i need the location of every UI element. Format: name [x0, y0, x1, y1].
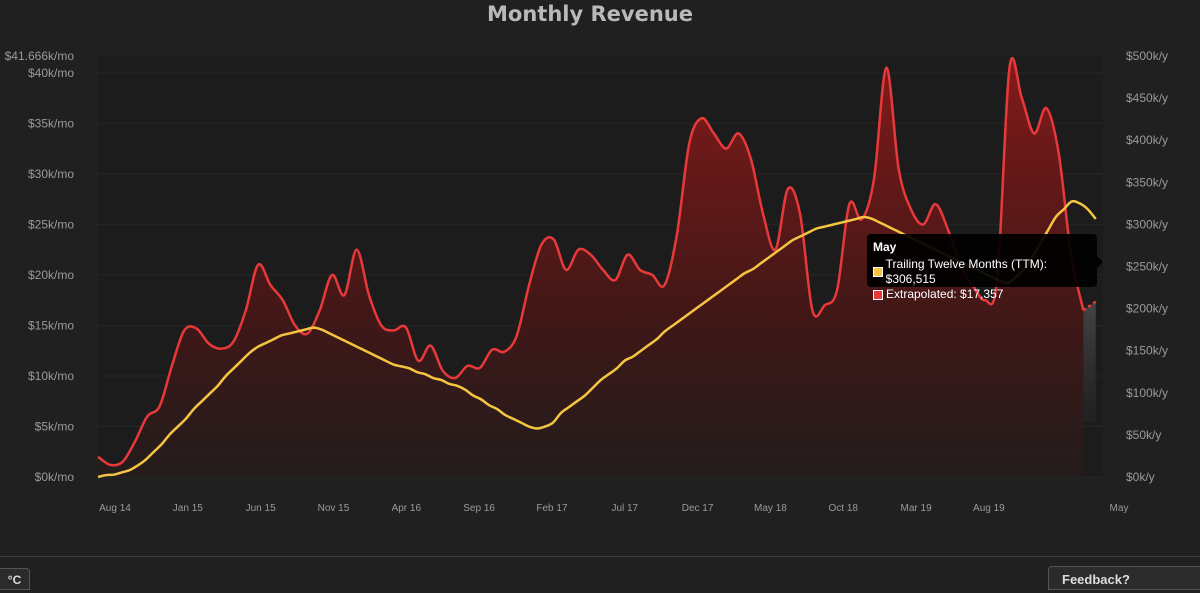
chart-tooltip: May Trailing Twelve Months (TTM): $306,5…: [867, 234, 1103, 301]
revenue-line: [97, 56, 1085, 467]
y-left-tick-label: $41.666k/mo: [5, 49, 75, 63]
x-tick-label: Jul 17: [611, 503, 638, 514]
y-left-tick-label: $35k/mo: [28, 116, 74, 130]
y-left-tick-label: $0k/mo: [35, 470, 75, 484]
chart-title: Monthly Revenue: [487, 2, 693, 26]
y-left-tick-label: $15k/mo: [28, 318, 74, 332]
x-tick-label: Sep 16: [463, 503, 495, 514]
revenue-area: [98, 58, 1096, 477]
y-right-tick-label: $500k/y: [1126, 49, 1168, 63]
y-right-tick-label: $50k/y: [1126, 428, 1161, 442]
y-left-tick-label: $40k/mo: [28, 66, 74, 80]
y-left-tick-label: $10k/mo: [28, 369, 74, 383]
tooltip-row-ttm: Trailing Twelve Months (TTM): $306,515: [873, 257, 1091, 287]
x-tick-label: Nov 15: [318, 503, 350, 514]
y-axis-left: $0k/mo $5k/mo $10k/mo $15k/mo $20k/mo $25k/mo…: [5, 49, 75, 484]
y-left-tick-label: $5k/mo: [35, 419, 75, 433]
y-left-tick-label: $25k/mo: [28, 217, 74, 231]
x-tick-label: Jan 15: [173, 503, 203, 514]
y-right-tick-label: $200k/y: [1126, 302, 1168, 316]
y-right-tick-label: $400k/y: [1126, 133, 1168, 147]
tooltip-ttm-label: Trailing Twelve Months (TTM): $306,515: [885, 257, 1048, 286]
x-tick-label: May 18: [754, 503, 787, 514]
tooltip-extrapolated-label: Extrapolated: $17,357: [886, 287, 1004, 301]
x-tick-label: Oct 18: [829, 503, 859, 514]
unit-toggle-button[interactable]: °C: [0, 568, 30, 590]
tooltip-row-extrapolated: Extrapolated: $17,357: [873, 287, 1091, 302]
y-right-tick-label: $0k/y: [1126, 470, 1155, 484]
x-tick-label: Mar 19: [901, 503, 933, 514]
x-tick-label: Aug 19: [973, 503, 1005, 514]
y-right-tick-label: $450k/y: [1126, 91, 1168, 105]
y-right-tick-label: $300k/y: [1126, 217, 1168, 231]
y-right-tick-label: $100k/y: [1126, 386, 1168, 400]
y-right-tick-label: $250k/y: [1126, 260, 1168, 274]
x-tick-label: Dec 17: [682, 503, 714, 514]
ttm-swatch: [873, 267, 883, 277]
tooltip-title: May: [873, 240, 897, 254]
extrapolated-swatch: [873, 289, 883, 300]
revenue-area-fill: [98, 58, 1084, 477]
feedback-button[interactable]: Feedback?: [1048, 566, 1200, 590]
x-tick-label: Jun 15: [246, 503, 276, 514]
extrapolated-area: [1083, 301, 1096, 422]
extrapolated-line: [1082, 300, 1097, 312]
x-tick-label: Apr 16: [392, 503, 422, 514]
y-right-tick-label: $150k/y: [1126, 344, 1168, 358]
x-tick-label: Aug 14: [99, 503, 131, 514]
x-tick-label: Feb 17: [536, 503, 568, 514]
y-left-tick-label: $30k/mo: [28, 167, 74, 181]
y-right-tick-label: $350k/y: [1126, 175, 1168, 189]
x-tick-label: May: [1110, 503, 1129, 514]
x-axis: Aug 14 Jan 15 Jun 15 Nov 15 Apr 16 Sep 16 Feb …: [99, 503, 1128, 514]
footer-divider: [0, 556, 1200, 557]
y-left-tick-label: $20k/mo: [28, 268, 74, 282]
y-axis-right: $0k/y $50k/y $100k/y $150k/y $200k/y $250k/y $…: [1126, 49, 1168, 484]
